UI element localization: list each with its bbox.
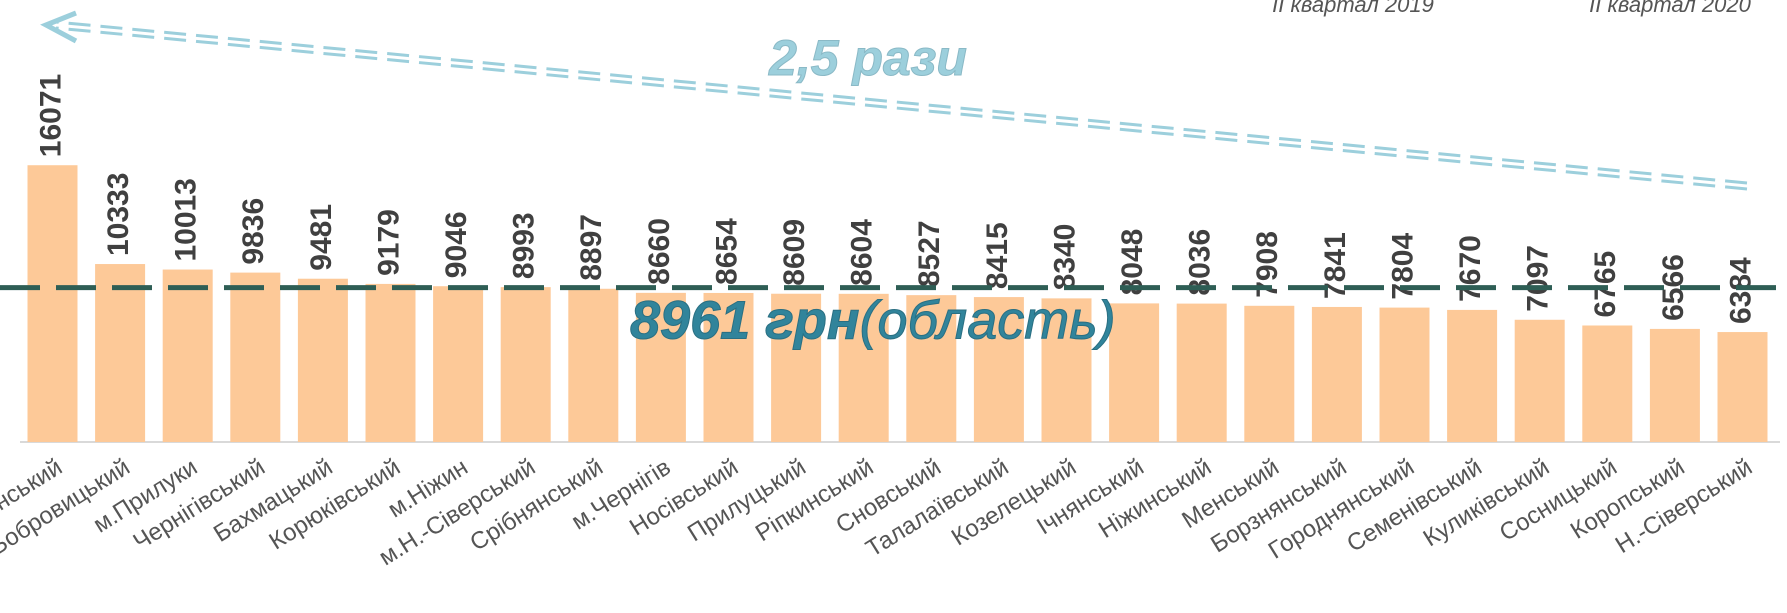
bar	[1109, 303, 1160, 442]
annotation: 2,5 рази	[768, 30, 967, 86]
bar	[230, 272, 281, 442]
bar	[1447, 309, 1498, 442]
value-label: 8660	[643, 218, 676, 285]
bar	[1514, 319, 1565, 442]
bar	[1176, 303, 1227, 442]
bar	[906, 295, 957, 442]
bar	[568, 288, 619, 442]
bar	[1041, 298, 1092, 442]
bar	[703, 292, 754, 442]
value-label: 9179	[372, 209, 405, 276]
period-label: ІІ квартал 2020	[1589, 0, 1751, 17]
bar	[95, 264, 146, 442]
arrow-head	[40, 10, 78, 44]
value-label: 8654	[710, 218, 743, 285]
bar	[27, 165, 78, 442]
value-label: 9836	[237, 198, 270, 265]
value-label: 7670	[1454, 235, 1487, 302]
bar	[297, 278, 348, 442]
bar	[1717, 332, 1768, 442]
trend-arrow	[55, 26, 1748, 191]
bar	[433, 286, 484, 442]
reference-sublabel: (область)	[860, 291, 1116, 351]
value-label: 9046	[440, 211, 473, 278]
bar	[635, 292, 686, 442]
value-label: 9481	[305, 204, 338, 271]
reference-value: 8961 грн	[630, 291, 860, 351]
value-label: 16071	[34, 74, 67, 157]
bar	[365, 283, 416, 442]
bar	[1244, 305, 1295, 442]
value-label: 8048	[1116, 229, 1149, 296]
bar	[1582, 325, 1633, 442]
value-label: 8036	[1184, 229, 1217, 296]
bar	[500, 287, 551, 442]
value-label: 10333	[102, 173, 135, 256]
trend-arrow	[55, 20, 1748, 185]
bar	[973, 297, 1024, 442]
bar	[1649, 328, 1700, 442]
value-label: 8993	[508, 212, 541, 279]
bar	[1311, 306, 1362, 442]
period-label: ІІ квартал 2019	[1272, 0, 1434, 17]
reference-label: 8961 грн(область)	[630, 291, 1116, 351]
bar	[162, 269, 213, 442]
value-label: 8604	[846, 219, 879, 286]
value-label: 8897	[575, 214, 608, 281]
bar	[771, 293, 822, 442]
value-label: 6384	[1724, 257, 1757, 324]
value-label: 8340	[1048, 224, 1081, 291]
bar	[1379, 307, 1430, 442]
value-label: 8609	[778, 219, 811, 286]
value-label: 7097	[1522, 245, 1555, 312]
value-label: 8415	[981, 222, 1014, 289]
value-label: 10013	[170, 178, 203, 261]
bar	[838, 293, 889, 442]
value-label: 8527	[913, 220, 946, 287]
value-label: 6765	[1589, 251, 1622, 318]
